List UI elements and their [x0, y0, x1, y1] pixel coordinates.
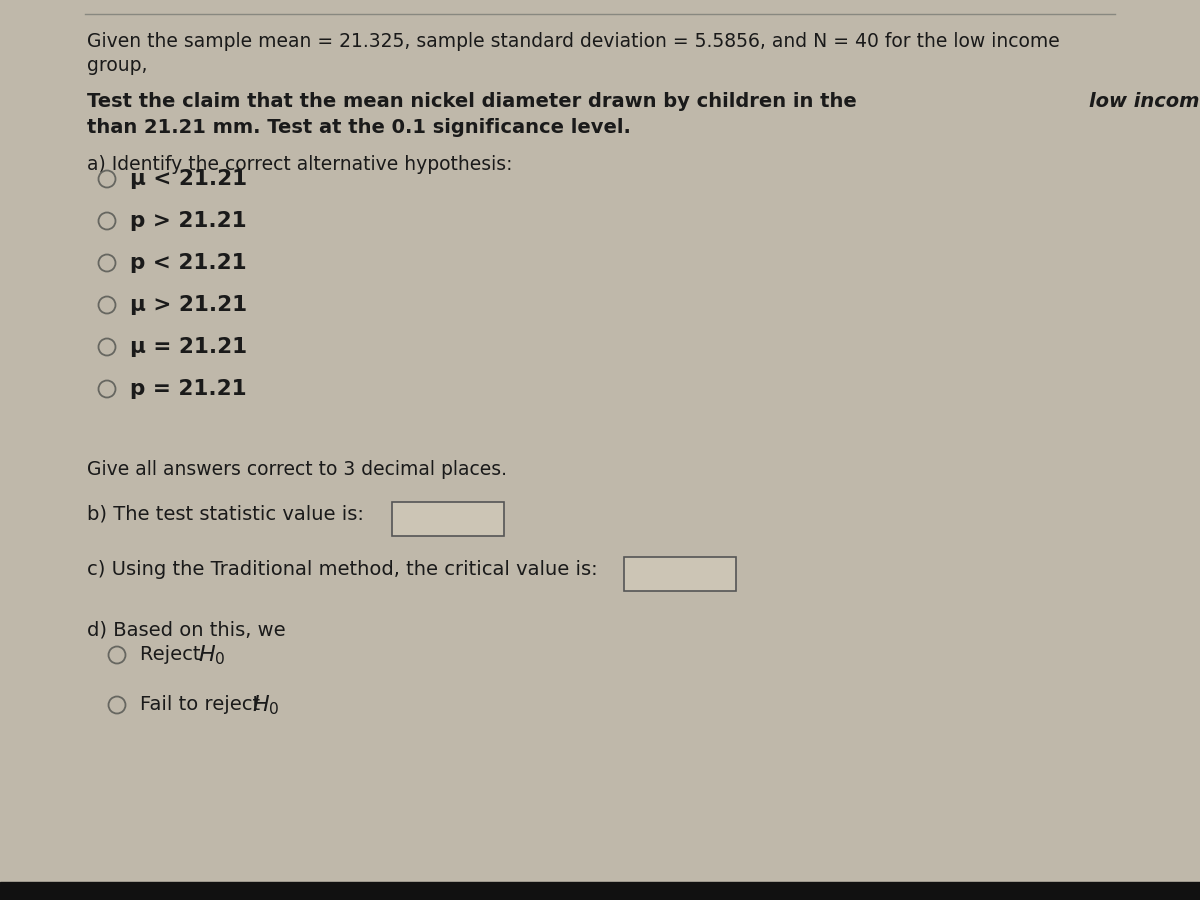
Text: p > 21.21: p > 21.21 — [130, 211, 247, 231]
Text: μ > 21.21: μ > 21.21 — [130, 295, 247, 315]
Text: c) Using the Traditional method, the critical value is:: c) Using the Traditional method, the cri… — [88, 560, 598, 579]
Text: p < 21.21: p < 21.21 — [130, 253, 247, 273]
FancyBboxPatch shape — [392, 502, 504, 536]
Text: Test the claim that the mean nickel diameter drawn by children in the: Test the claim that the mean nickel diam… — [88, 92, 864, 111]
Text: $\mathit{H}_0$: $\mathit{H}_0$ — [252, 693, 280, 716]
Text: Fail to reject: Fail to reject — [140, 696, 266, 715]
Text: $\mathit{H}_0$: $\mathit{H}_0$ — [198, 644, 226, 667]
Text: μ < 21.21: μ < 21.21 — [130, 169, 247, 189]
Text: b) The test statistic value is:: b) The test statistic value is: — [88, 505, 364, 524]
Text: a) Identify the correct alternative hypothesis:: a) Identify the correct alternative hypo… — [88, 155, 512, 174]
Text: μ = 21.21: μ = 21.21 — [130, 337, 247, 357]
Text: group,: group, — [88, 56, 148, 75]
Text: Give all answers correct to 3 decimal places.: Give all answers correct to 3 decimal pl… — [88, 460, 508, 479]
Text: d) Based on this, we: d) Based on this, we — [88, 620, 286, 639]
Text: Reject: Reject — [140, 645, 206, 664]
Text: than 21.21 mm. Test at the 0.1 significance level.: than 21.21 mm. Test at the 0.1 significa… — [88, 118, 631, 137]
Bar — [0, 882, 1200, 900]
Text: p = 21.21: p = 21.21 — [130, 379, 247, 399]
Text: low income: low income — [1088, 92, 1200, 111]
Text: Given the sample mean = 21.325, sample standard deviation = 5.5856, and N = 40 f: Given the sample mean = 21.325, sample s… — [88, 32, 1060, 51]
FancyBboxPatch shape — [624, 557, 736, 591]
